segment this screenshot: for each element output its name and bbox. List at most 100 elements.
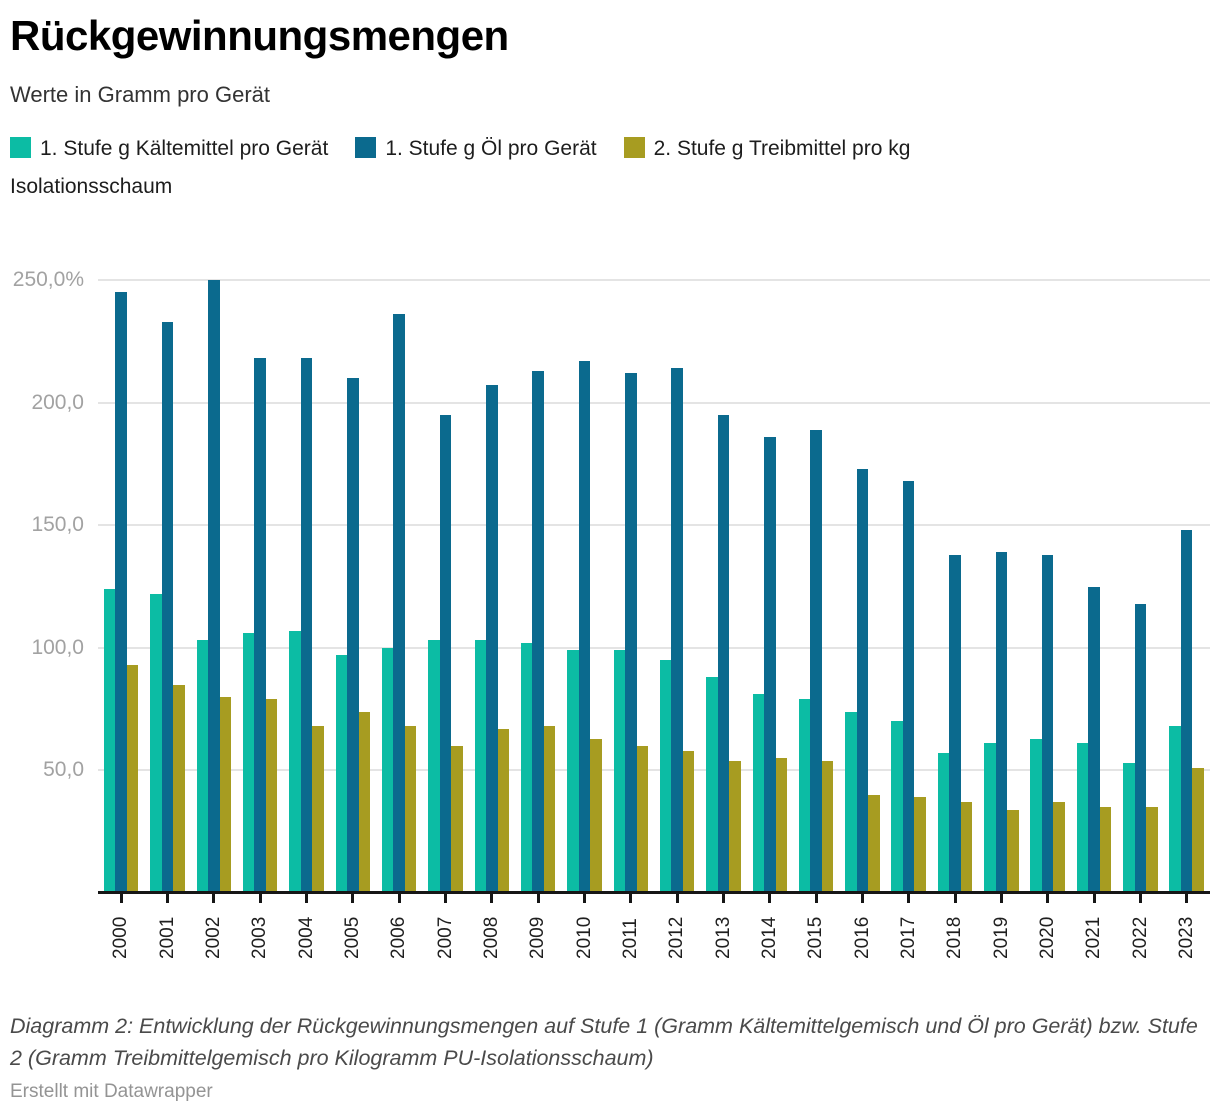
bar[interactable]: [451, 745, 463, 893]
bar[interactable]: [810, 429, 822, 893]
bar[interactable]: [532, 370, 544, 893]
bar[interactable]: [937, 753, 950, 893]
bar-group-2020: [1025, 280, 1071, 893]
axis-tick: [629, 894, 633, 903]
bar[interactable]: [868, 794, 880, 893]
bar[interactable]: [381, 647, 394, 893]
bar[interactable]: [254, 358, 266, 893]
bar[interactable]: [845, 711, 857, 893]
x-axis-label: 2004: [295, 916, 317, 959]
bar-group-2001: [144, 280, 190, 893]
bar[interactable]: [1007, 809, 1019, 893]
bar[interactable]: [404, 726, 417, 893]
axis-tick: [1092, 894, 1096, 903]
bar-group-2002: [191, 280, 237, 893]
bar[interactable]: [300, 358, 313, 893]
bar[interactable]: [161, 321, 174, 893]
legend-item-2: 2. Stufe g Treibmittel pro kg Isolations…: [10, 137, 910, 198]
axis-tick: [258, 894, 262, 903]
bar[interactable]: [1053, 802, 1065, 893]
bar[interactable]: [578, 360, 591, 893]
bar-group-2021: [1071, 280, 1117, 893]
bar[interactable]: [520, 642, 533, 893]
bar[interactable]: [1123, 763, 1135, 893]
gridline: [98, 524, 1210, 527]
bar[interactable]: [347, 378, 359, 893]
bar[interactable]: [265, 699, 278, 893]
bar[interactable]: [914, 797, 926, 893]
bar[interactable]: [960, 802, 973, 893]
bar[interactable]: [636, 745, 649, 893]
bar[interactable]: [671, 368, 683, 893]
bar[interactable]: [1030, 738, 1042, 893]
bar[interactable]: [219, 696, 232, 893]
bar-group-2007: [422, 280, 468, 893]
bar[interactable]: [1192, 767, 1204, 893]
bar-group-2013: [700, 280, 746, 893]
bar[interactable]: [821, 760, 834, 893]
x-axis-label: 2015: [805, 916, 827, 959]
bar[interactable]: [752, 694, 764, 893]
bar[interactable]: [1088, 586, 1100, 893]
bar[interactable]: [428, 640, 440, 893]
bar-group-2008: [469, 280, 515, 893]
bar[interactable]: [312, 726, 324, 893]
bar[interactable]: [902, 481, 915, 893]
bar[interactable]: [126, 664, 139, 893]
page-title: Rückgewinnungsmengen: [10, 12, 509, 59]
bar[interactable]: [1169, 726, 1181, 893]
bar-group-2011: [608, 280, 654, 893]
axis-tick: [351, 894, 355, 903]
bar[interactable]: [1134, 603, 1147, 893]
bar[interactable]: [1099, 807, 1112, 893]
bar[interactable]: [856, 468, 869, 893]
bar[interactable]: [590, 738, 602, 893]
bar[interactable]: [497, 728, 510, 893]
bar[interactable]: [891, 721, 903, 893]
bar[interactable]: [567, 650, 579, 893]
bar[interactable]: [949, 554, 961, 893]
bar[interactable]: [798, 699, 811, 893]
bar[interactable]: [358, 711, 371, 893]
bar[interactable]: [474, 640, 487, 893]
bar[interactable]: [150, 593, 162, 893]
bar[interactable]: [613, 650, 626, 893]
bar[interactable]: [289, 630, 301, 893]
bar[interactable]: [543, 726, 556, 893]
bar[interactable]: [984, 743, 996, 893]
x-axis-label: 2023: [1175, 916, 1197, 959]
bar[interactable]: [995, 552, 1008, 893]
axis-tick: [861, 894, 864, 903]
bar[interactable]: [1041, 554, 1054, 893]
bar[interactable]: [393, 314, 405, 893]
legend-swatch-icon: [10, 137, 31, 158]
bar-group-2010: [561, 280, 607, 893]
bar[interactable]: [439, 414, 452, 893]
bar-group-2022: [1117, 280, 1163, 893]
bar[interactable]: [1180, 530, 1193, 893]
bar[interactable]: [625, 373, 637, 893]
axis-tick: [907, 894, 911, 903]
bar[interactable]: [682, 750, 695, 893]
bar[interactable]: [706, 677, 718, 893]
bar[interactable]: [335, 655, 348, 893]
bar[interactable]: [486, 385, 498, 893]
bar[interactable]: [103, 588, 116, 893]
axis-tick: [490, 894, 494, 903]
bar[interactable]: [196, 640, 209, 893]
bar[interactable]: [764, 436, 776, 893]
bar[interactable]: [1146, 807, 1158, 893]
bar[interactable]: [242, 633, 255, 893]
x-axis-label: 2017: [897, 916, 919, 959]
bar[interactable]: [775, 758, 787, 893]
bar[interactable]: [717, 414, 730, 893]
bar-group-2000: [98, 280, 144, 893]
bar-group-2018: [932, 280, 978, 893]
bar[interactable]: [173, 684, 185, 893]
bar[interactable]: [115, 292, 127, 893]
bar[interactable]: [1076, 743, 1089, 893]
bar[interactable]: [659, 660, 672, 893]
bar[interactable]: [208, 280, 220, 893]
bar[interactable]: [729, 760, 741, 893]
gridline: [98, 279, 1210, 281]
